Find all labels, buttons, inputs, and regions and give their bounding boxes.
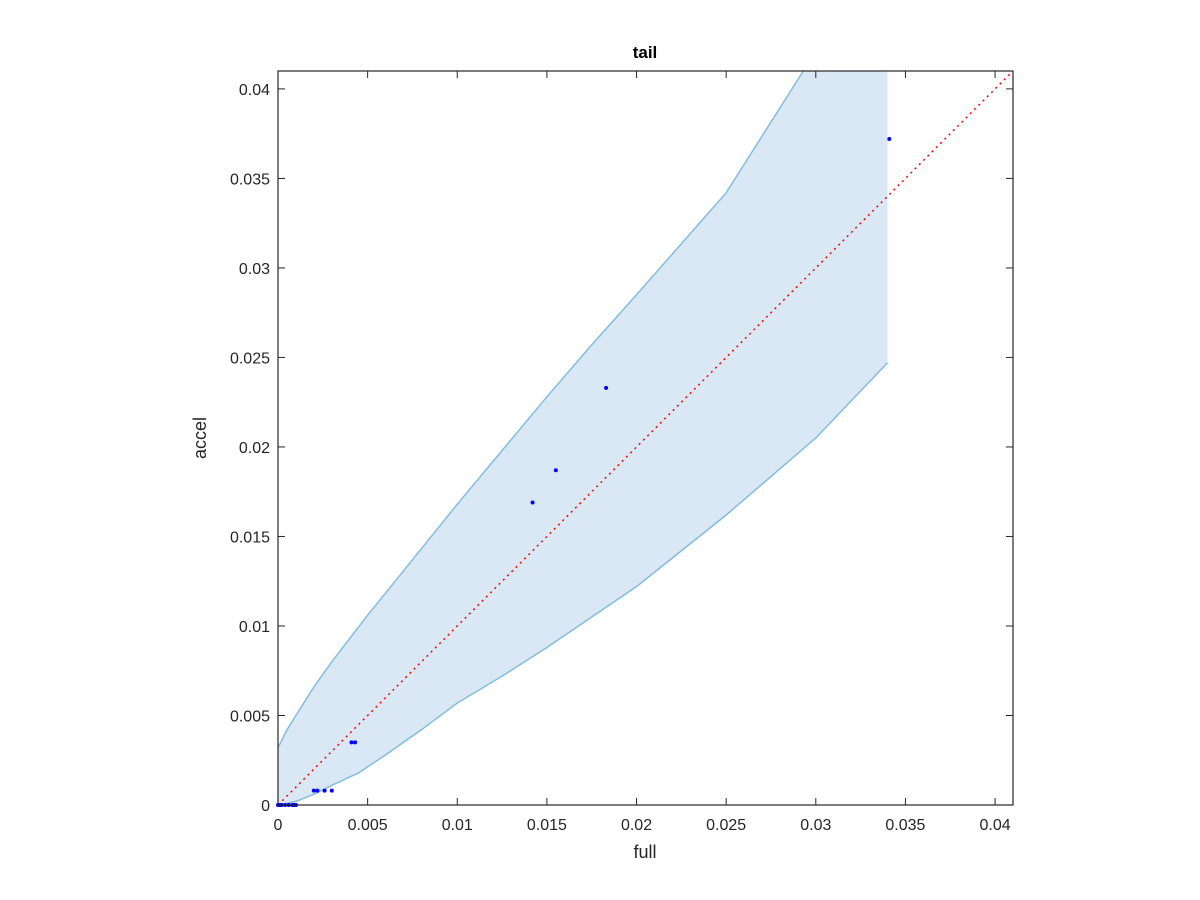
x-axis-label: full: [633, 842, 656, 862]
x-tick-label: 0.025: [706, 817, 746, 834]
x-tick-label: 0.01: [442, 817, 473, 834]
data-point: [353, 740, 358, 745]
x-tick-label: 0.035: [885, 817, 925, 834]
data-point: [311, 788, 316, 793]
x-tick-label: 0.015: [527, 817, 567, 834]
x-tick-label: 0.02: [621, 817, 652, 834]
x-tick-label: 0: [274, 817, 283, 834]
chart-title: tail: [633, 43, 658, 62]
y-tick-label: 0.005: [230, 708, 270, 725]
axes-frame: [277, 70, 1014, 806]
y-tick-label: 0: [261, 798, 270, 815]
data-point: [349, 740, 354, 745]
y-tick-label: 0.015: [230, 529, 270, 546]
plot-area: [276, 70, 1014, 807]
x-axis-ticks: 0 0.005 0.01 0.015 0.02 0.025 0.03 0.035 0.04: [274, 71, 1011, 834]
y-tick-label: 0.01: [239, 619, 270, 636]
data-point: [315, 788, 320, 793]
confidence-band-upper-edge: [277, 70, 804, 749]
y-tick-label: 0.035: [230, 171, 270, 188]
data-point: [329, 788, 334, 793]
x-tick-label: 0.005: [348, 817, 388, 834]
y-axis-ticks: 0 0.005 0.01 0.015 0.02 0.025 0.03 0.035 0.04: [230, 82, 1013, 815]
y-tick-label: 0.03: [239, 261, 270, 278]
confidence-band-fill: [278, 71, 888, 805]
data-point: [530, 500, 535, 505]
y-tick-label: 0.04: [239, 82, 270, 99]
data-point: [322, 788, 327, 793]
x-tick-label: 0.03: [800, 817, 831, 834]
confidence-band-lower-edge: [277, 362, 889, 806]
y-tick-label: 0.02: [239, 440, 270, 457]
y-axis-label: accel: [190, 417, 210, 459]
data-point: [604, 385, 609, 390]
x-tick-label: 0.04: [980, 817, 1011, 834]
reference-diagonal-line: [277, 70, 1014, 806]
data-point: [887, 137, 892, 142]
y-tick-label: 0.025: [230, 350, 270, 367]
data-point: [553, 468, 558, 473]
